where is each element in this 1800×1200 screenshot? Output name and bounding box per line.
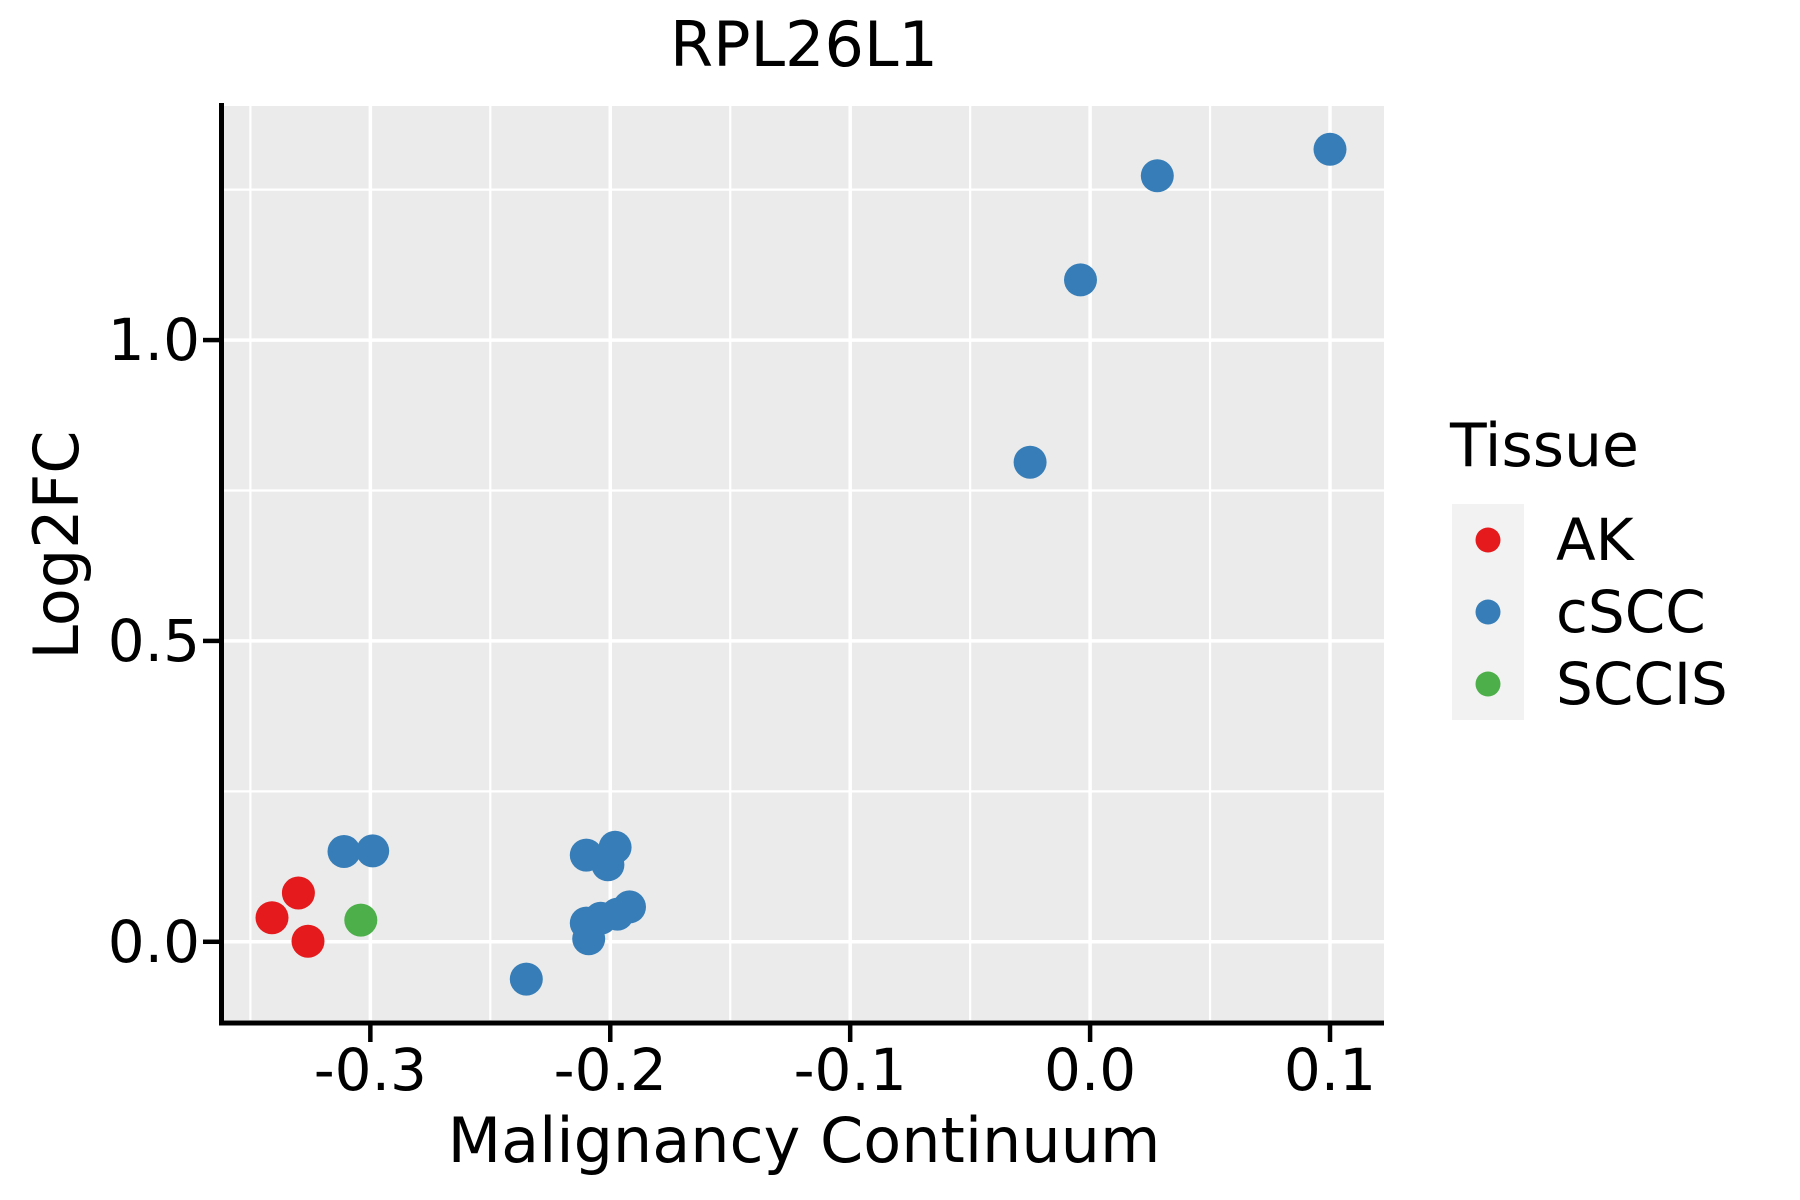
x-tick-label: -0.2 — [554, 1036, 667, 1104]
chart-title: RPL26L1 — [670, 8, 938, 81]
y-axis-title: Log2FC — [20, 430, 93, 659]
legend-key-dot-ak — [1475, 527, 1501, 553]
x-tick-label: 0.1 — [1284, 1036, 1376, 1104]
axes: -0.3 -0.2 -0.1 0.0 0.1 0.0 0.5 1.0 — [108, 103, 1384, 1104]
data-point-cscc — [509, 962, 543, 996]
data-point-ak — [281, 876, 315, 910]
legend-key-dot-cscc — [1475, 599, 1501, 625]
data-point-cscc — [1140, 159, 1174, 193]
y-tick-label: 0.0 — [108, 908, 200, 976]
panel-background — [224, 106, 1384, 1020]
legend-key-dot-sccis — [1475, 671, 1501, 697]
x-tick-label: -0.1 — [794, 1036, 907, 1104]
data-point-sccis — [344, 903, 378, 937]
data-point-cscc — [598, 830, 632, 864]
x-axis-title: Malignancy Continuum — [448, 1104, 1161, 1177]
data-point-ak — [255, 901, 289, 935]
data-point-cscc — [613, 890, 646, 924]
y-tick-label: 0.5 — [108, 607, 200, 675]
legend-title: Tissue — [1449, 411, 1639, 481]
y-tick-label: 1.0 — [108, 306, 200, 374]
data-point-cscc — [356, 834, 390, 868]
minor-gridlines — [224, 106, 1384, 1020]
plot-panel — [224, 106, 1384, 1020]
legend-label-ak: AK — [1556, 506, 1636, 574]
x-tick-label: 0.0 — [1044, 1036, 1136, 1104]
data-point-cscc — [1064, 263, 1097, 297]
data-point-cscc — [327, 835, 361, 868]
data-point-cscc — [1313, 132, 1347, 166]
legend-label-cscc: cSCC — [1556, 578, 1706, 646]
x-tick-label: -0.3 — [314, 1036, 427, 1104]
legend-label-sccis: SCCIS — [1556, 650, 1728, 718]
data-point-ak — [291, 924, 325, 958]
data-point-cscc — [1013, 445, 1047, 479]
data-points — [255, 132, 1347, 996]
